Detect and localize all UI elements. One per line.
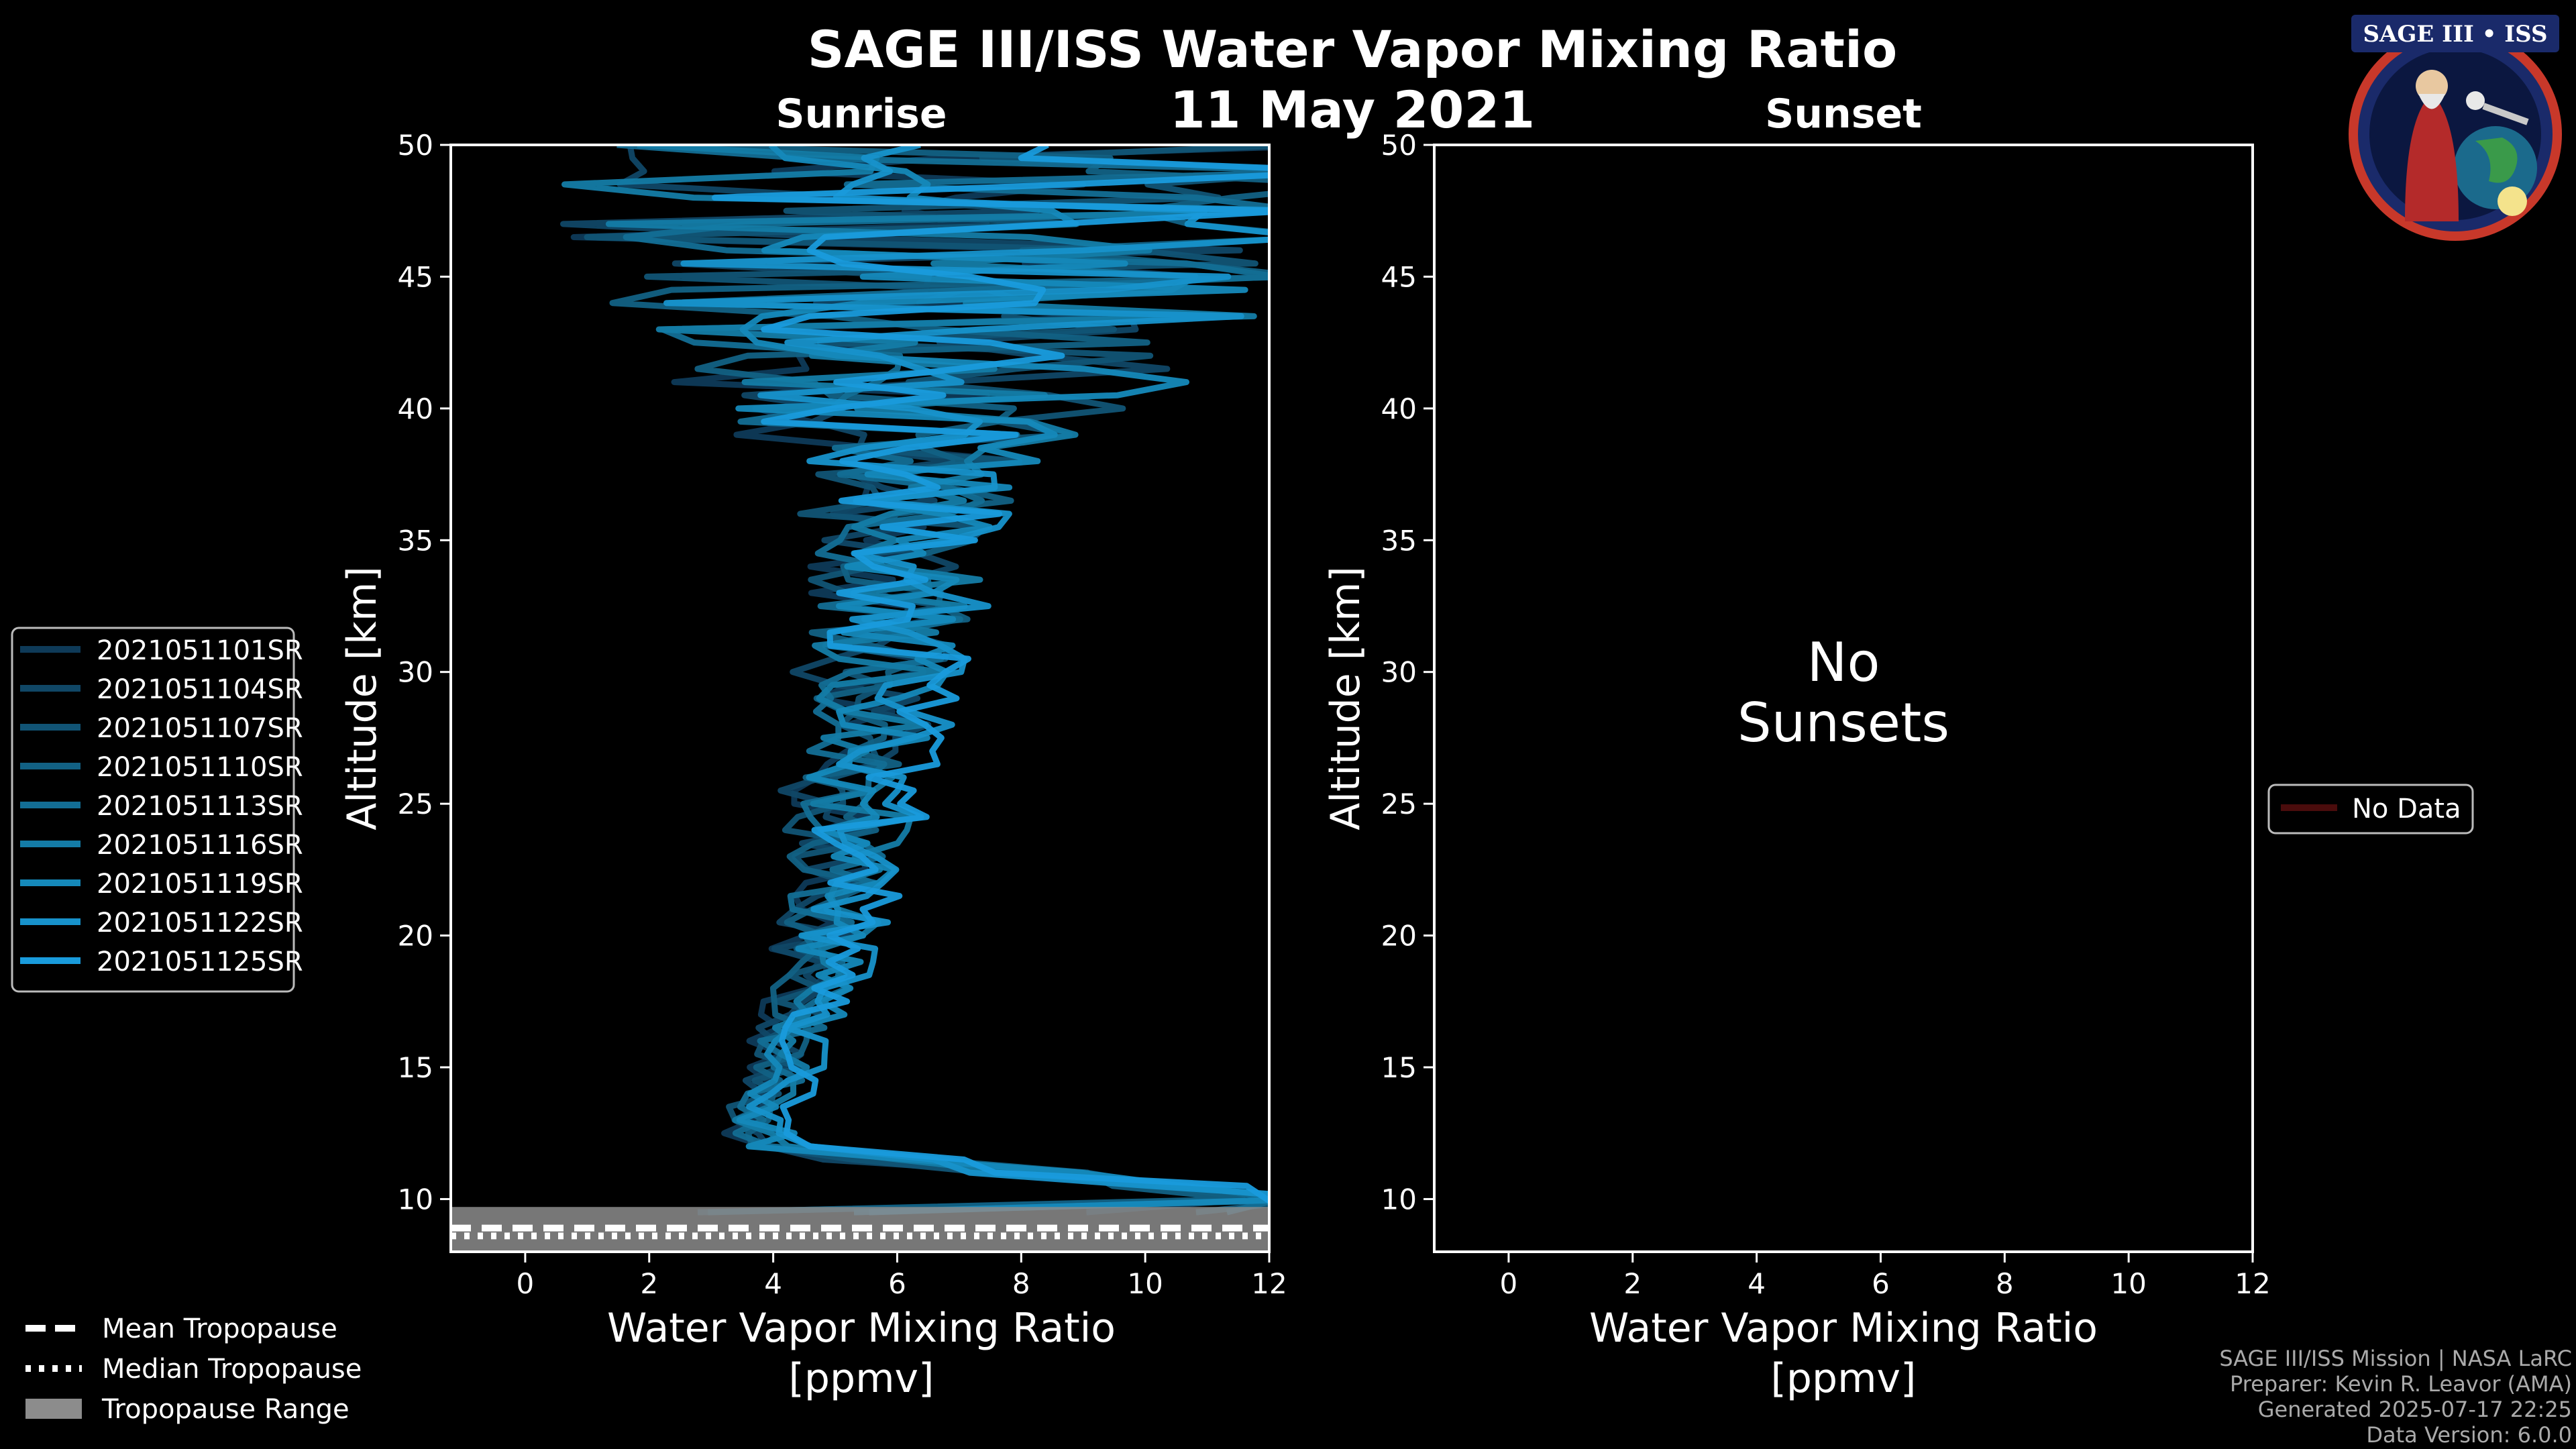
legend-label-2021051116SR: 2021051116SR [97,830,303,861]
sunrise-panel-title: Sunrise [775,91,947,138]
sunrise-legend: 2021051101SR 2021051104SR 2021051107SR 2021… [11,627,303,993]
legend-label-2021051122SR: 2021051122SR [97,908,303,938]
sunrise-xlabel-unit: [ppmv] [789,1355,934,1402]
profile-line-2021051125SR [712,145,1269,1205]
x-tick-label: 12 [2235,1267,2270,1300]
y-tick-label: 45 [398,260,433,293]
sunrise-ylabel: Altitude [km] [339,566,386,830]
sunset-xlabel-unit: [ppmv] [1771,1355,1917,1402]
sunset-xlabel: Water Vapor Mixing Ratio [1589,1305,2098,1352]
y-tick-label: 30 [398,656,433,689]
legend-label-tropopause-patch: Tropopause Range [101,1394,350,1425]
legend-label-2021051119SR: 2021051119SR [97,869,303,900]
x-tick-label: 6 [1872,1267,1890,1300]
legend-label-tropopause-dashed: Mean Tropopause [102,1313,337,1344]
y-tick-label: 50 [1381,129,1417,162]
y-tick-label: 35 [398,524,433,557]
x-tick-label: 2 [640,1267,658,1300]
x-tick-label: 10 [2110,1267,2146,1300]
sunset-ylabel: Altitude [km] [1322,566,1369,830]
x-tick-label: 4 [764,1267,782,1300]
y-tick-label: 40 [1381,392,1417,425]
x-tick-label: 2 [1623,1267,1642,1300]
credit-line-2: Preparer: Kevin R. Leavor (AMA) [2230,1371,2572,1397]
sunrise-panel: 0 2 4 6 8 10 12 10 15 20 25 30 35 40 45 50 Altitude [k… [339,129,1287,1402]
y-tick-label: 15 [1381,1051,1417,1084]
logo-text: SAGE III • ISS [2363,21,2547,48]
sunset-panel: 0 2 4 6 8 10 12 10 15 20 25 30 35 40 45 50 Altitude [k… [1322,129,2271,1402]
figure-date: 11 May 2021 [1170,80,1535,140]
x-tick-label: 0 [1500,1267,1518,1300]
y-tick-label: 15 [398,1051,433,1084]
sunset-panel-title: Sunset [1765,91,1922,138]
y-tick-label: 10 [398,1183,433,1216]
figure-title: SAGE III/ISS Water Vapor Mixing Ratio [808,19,1898,79]
sunrise-xlabel: Water Vapor Mixing Ratio [607,1305,1116,1352]
y-tick-label: 30 [1381,656,1417,689]
legend-label-tropopause-dotted: Median Tropopause [102,1354,362,1385]
credit-line-4: Data Version: 6.0.0 [2366,1422,2572,1448]
legend-label-2021051107SR: 2021051107SR [97,713,303,744]
y-tick-label: 45 [1381,260,1417,293]
no-sunsets-annotation-line2: Sunsets [1737,692,1949,754]
sunset-y-ticks: 10 15 20 25 30 35 40 45 50 [1381,129,1434,1216]
sage-iii-iss-mission-logo: SAGE III • ISS [2349,15,2562,241]
tropopause-markers [451,1207,1269,1252]
no-sunsets-annotation-line1: No [1807,631,1880,694]
legend-label-2021051101SR: 2021051101SR [97,635,303,666]
y-tick-label: 40 [398,392,433,425]
credits: SAGE III/ISS Mission | NASA LaRC Prepare… [2219,1346,2572,1448]
sunset-legend: No Data [2267,784,2474,835]
x-tick-label: 6 [888,1267,906,1300]
sunrise-plot-frame [449,144,1271,1253]
y-tick-label: 10 [1381,1183,1417,1216]
legend-label-2021051110SR: 2021051110SR [97,752,303,783]
sunrise-profiles [560,145,1269,1216]
x-tick-label: 8 [1012,1267,1030,1300]
x-tick-label: 0 [517,1267,535,1300]
credit-line-3: Generated 2025-07-17 22:25 [2258,1397,2572,1422]
x-tick-label: 10 [1127,1267,1163,1300]
legend-label-2021051104SR: 2021051104SR [97,674,303,705]
legend-swatch-tropopause-range [25,1399,82,1419]
credit-line-1: SAGE III/ISS Mission | NASA LaRC [2219,1346,2572,1371]
sunrise-y-ticks: 10 15 20 25 30 35 40 45 50 [398,129,451,1216]
y-tick-label: 25 [1381,788,1417,820]
y-tick-label: 35 [1381,524,1417,557]
y-tick-label: 20 [1381,920,1417,953]
y-tick-label: 25 [398,788,433,820]
x-tick-label: 4 [1748,1267,1766,1300]
sunset-plot-frame [1433,144,2254,1253]
legend-label-2021051125SR: 2021051125SR [97,947,303,977]
tropopause-legend: Mean Tropopause Median Tropopause Tropopau… [25,1313,362,1425]
y-tick-label: 50 [398,129,433,162]
sunrise-x-ticks: 0 2 4 6 8 10 12 [517,1252,1287,1300]
profile-line-2021051122SR [663,145,1269,1197]
legend-label-2021051113SR: 2021051113SR [97,791,303,822]
x-tick-label: 12 [1251,1267,1287,1300]
x-tick-label: 8 [1996,1267,2014,1300]
sunset-x-ticks: 0 2 4 6 8 10 12 [1500,1252,2271,1300]
legend-label-no-data: No Data [2352,794,2461,824]
y-tick-label: 20 [398,920,433,953]
